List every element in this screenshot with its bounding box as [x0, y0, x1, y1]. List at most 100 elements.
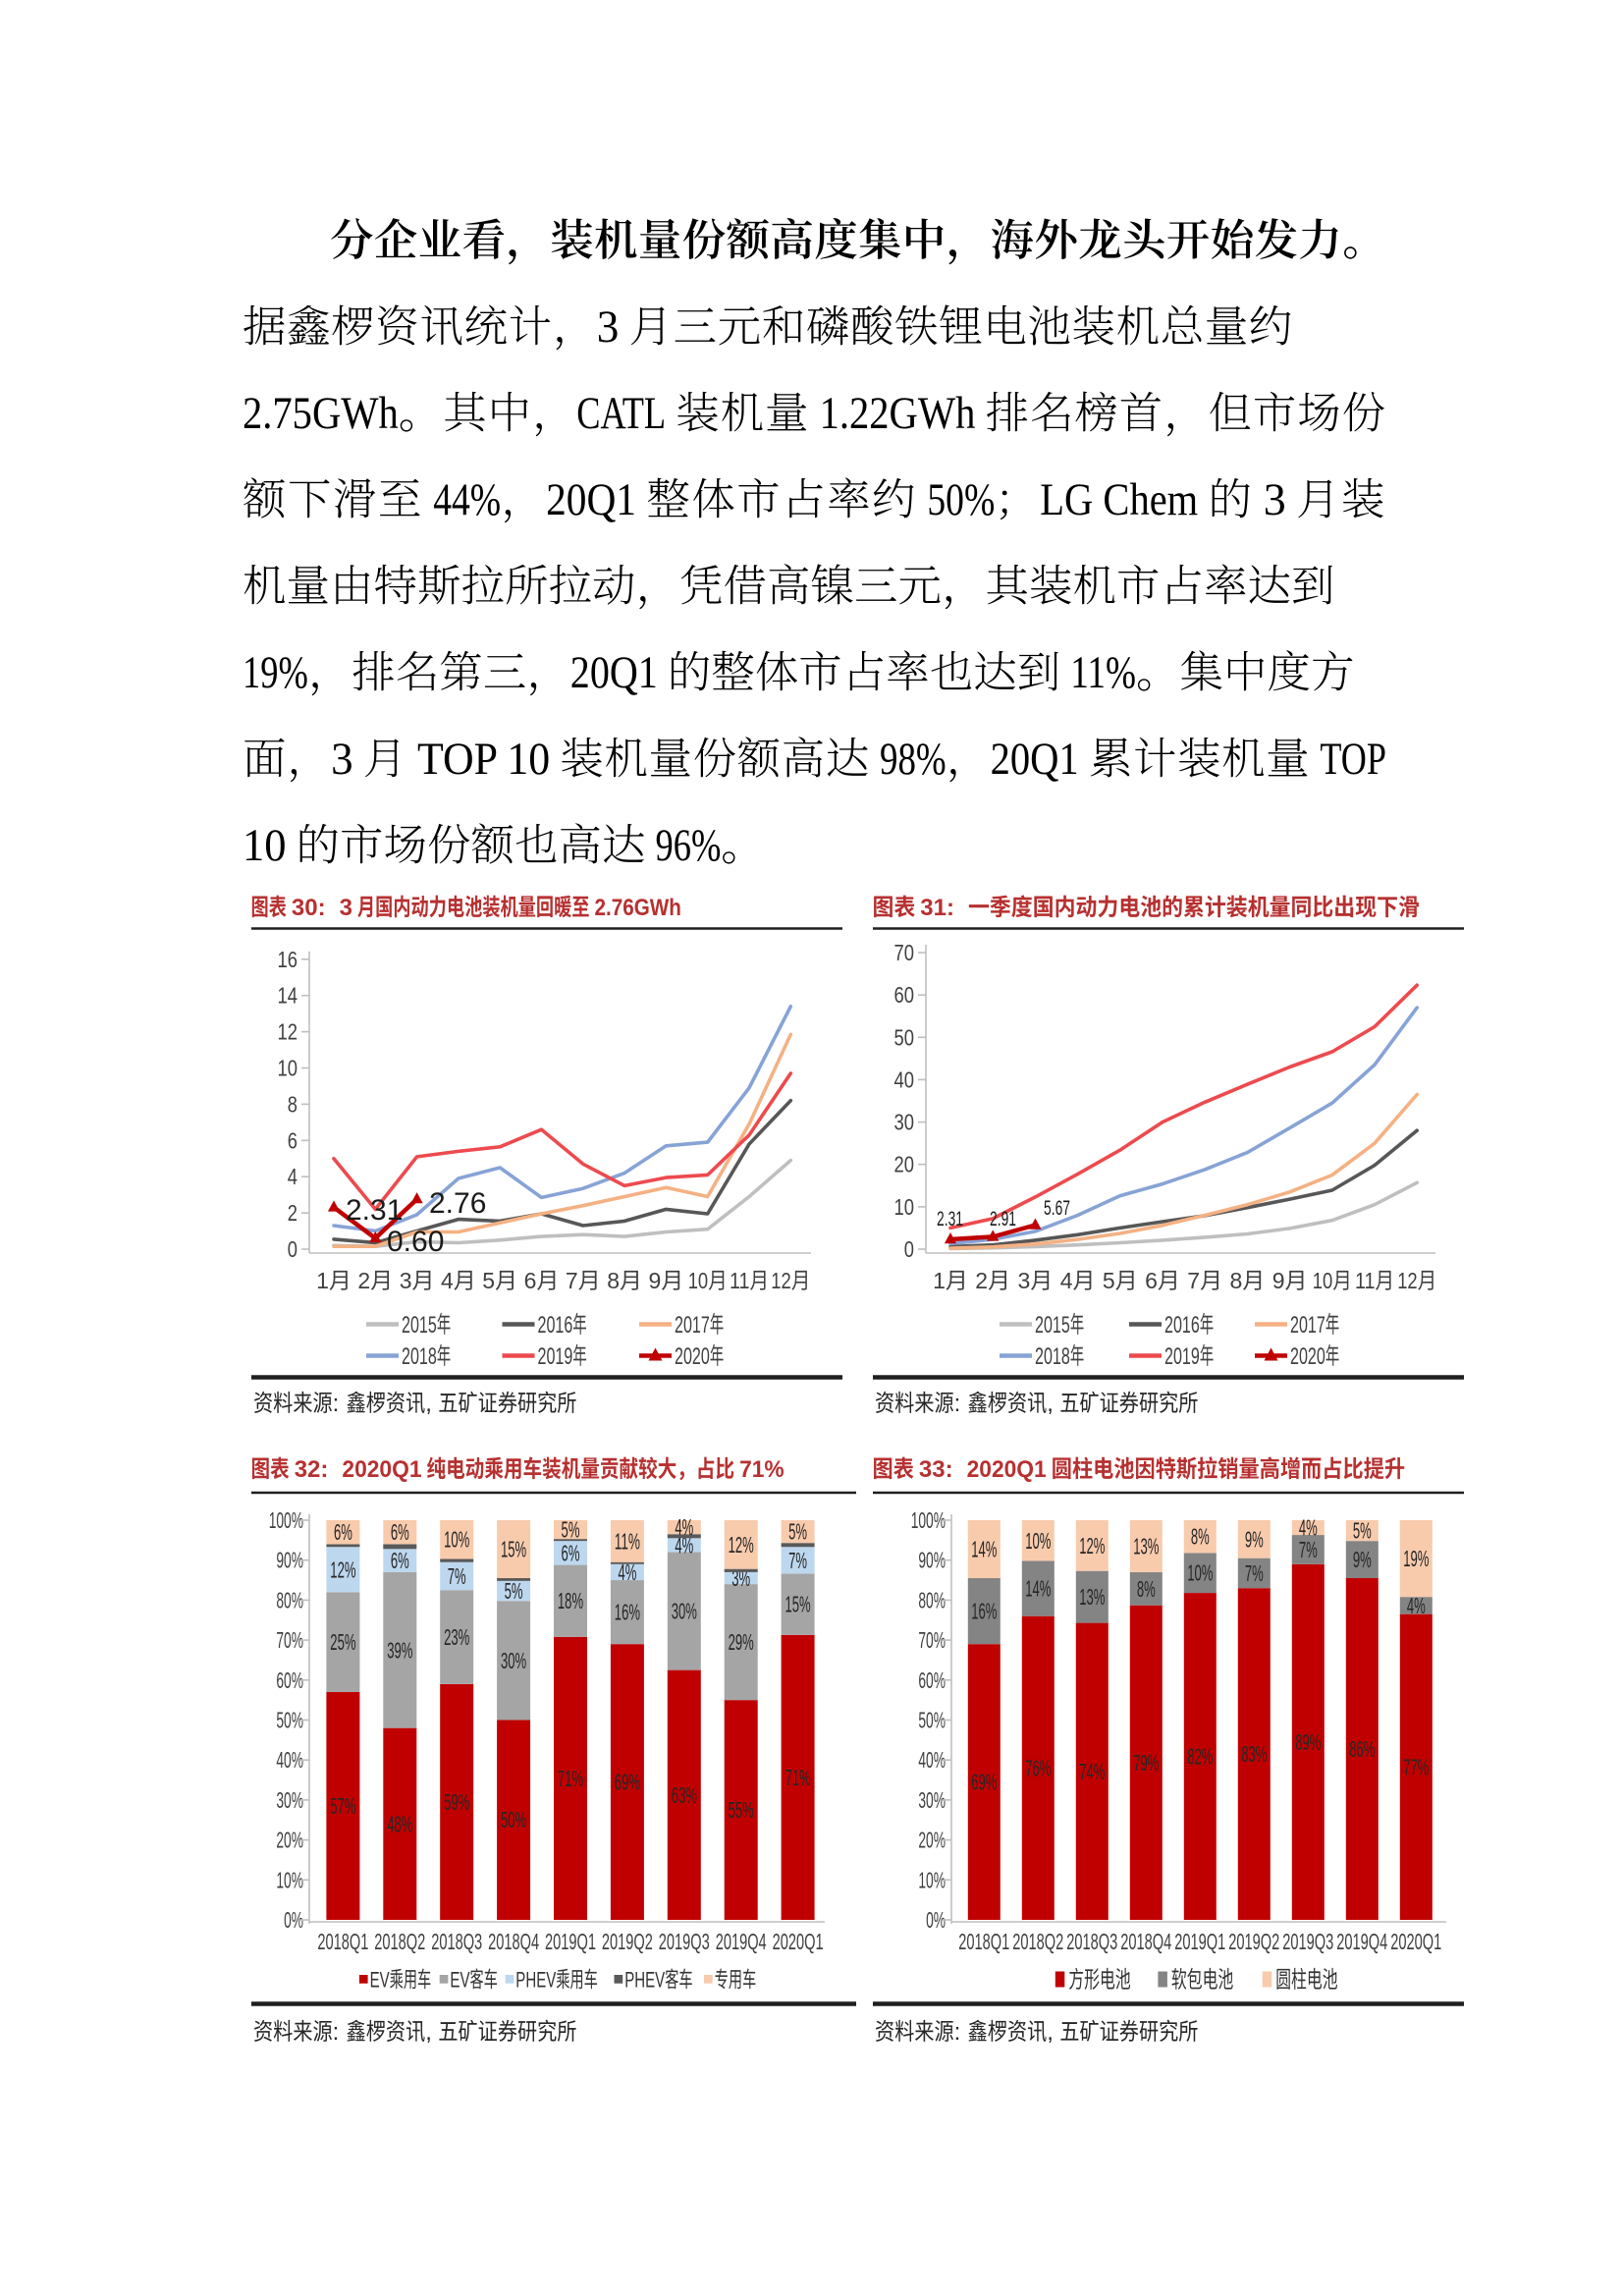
svg-text:96%: 96%	[656, 820, 722, 871]
svg-text:6: 6	[1145, 1268, 1158, 1293]
svg-text:4: 4	[1060, 1268, 1073, 1293]
svg-text:2019: 2019	[538, 1343, 573, 1370]
svg-text::: :	[946, 1456, 953, 1483]
svg-text:10%: 10%	[276, 1867, 303, 1892]
svg-text:59%: 59%	[444, 1789, 469, 1815]
svg-text:100%: 100%	[269, 1507, 303, 1533]
svg-text:70: 70	[894, 940, 915, 965]
svg-text:98%: 98%	[880, 734, 947, 785]
svg-text:7%: 7%	[448, 1563, 466, 1589]
svg-text:3: 3	[1264, 474, 1286, 525]
svg-text:2019Q1: 2019Q1	[1174, 1929, 1225, 1954]
svg-text:8: 8	[288, 1091, 298, 1117]
svg-text:10: 10	[688, 1268, 709, 1293]
svg-text:50%: 50%	[918, 1708, 946, 1733]
svg-text:10%: 10%	[444, 1527, 469, 1553]
svg-text:32: 32	[295, 1456, 321, 1483]
svg-text:20%: 20%	[276, 1828, 303, 1853]
svg-text:3: 3	[1018, 1268, 1031, 1293]
svg-text:30%: 30%	[276, 1787, 303, 1813]
svg-text:8: 8	[607, 1268, 620, 1293]
svg-text:71%: 71%	[739, 1456, 784, 1483]
svg-text:2015: 2015	[402, 1312, 437, 1339]
svg-text:9: 9	[649, 1268, 662, 1293]
svg-text:57%: 57%	[330, 1793, 355, 1819]
svg-text:25%: 25%	[330, 1629, 355, 1655]
svg-text:TOP: TOP	[1320, 734, 1386, 785]
svg-text:0%: 0%	[284, 1907, 303, 1933]
svg-text:2019Q3: 2019Q3	[1282, 1929, 1333, 1954]
svg-text:,: ,	[1047, 2019, 1054, 2046]
svg-text::: :	[333, 2019, 340, 2046]
svg-text:4: 4	[288, 1164, 298, 1189]
svg-text:7%: 7%	[788, 1548, 807, 1573]
svg-text:9%: 9%	[1353, 1547, 1372, 1572]
svg-text:89%: 89%	[1295, 1729, 1321, 1755]
svg-text:4%: 4%	[675, 1514, 693, 1540]
svg-text:50%: 50%	[927, 474, 995, 525]
svg-text:16%: 16%	[971, 1599, 997, 1624]
svg-text:8: 8	[1230, 1268, 1243, 1293]
svg-text:0%: 0%	[926, 1907, 946, 1933]
svg-text:4%: 4%	[675, 1532, 693, 1558]
svg-text:71%: 71%	[785, 1765, 811, 1790]
svg-text:2016: 2016	[538, 1312, 573, 1339]
svg-text:10: 10	[278, 1056, 298, 1081]
svg-text:10: 10	[243, 820, 287, 871]
svg-text:20Q1: 20Q1	[570, 647, 658, 698]
svg-text:0: 0	[288, 1236, 298, 1262]
svg-text:3: 3	[331, 734, 353, 785]
svg-text:86%: 86%	[1349, 1736, 1375, 1762]
svg-text:2017: 2017	[675, 1312, 710, 1339]
svg-text:15%: 15%	[501, 1537, 526, 1562]
svg-text:80%: 80%	[276, 1587, 303, 1613]
svg-text:2018Q1: 2018Q1	[317, 1929, 368, 1954]
svg-text:5: 5	[1103, 1268, 1115, 1293]
svg-text:2016: 2016	[1164, 1312, 1200, 1339]
svg-text:29%: 29%	[729, 1629, 754, 1655]
svg-text:12: 12	[1397, 1268, 1418, 1293]
svg-text:20: 20	[894, 1152, 915, 1177]
svg-text:5%: 5%	[505, 1578, 523, 1604]
svg-text:2020: 2020	[675, 1343, 710, 1370]
svg-text:2020Q1: 2020Q1	[1390, 1929, 1441, 1954]
svg-text:80%: 80%	[918, 1587, 946, 1613]
svg-text:5%: 5%	[562, 1517, 580, 1543]
svg-text:2019Q4: 2019Q4	[716, 1929, 767, 1954]
svg-text:11%: 11%	[1070, 647, 1136, 698]
svg-text:5%: 5%	[1353, 1518, 1372, 1544]
svg-text:13%: 13%	[1079, 1584, 1105, 1610]
svg-text::: :	[333, 1391, 340, 1417]
svg-text:12%: 12%	[330, 1557, 355, 1582]
svg-text:11%: 11%	[615, 1528, 640, 1554]
svg-text:10: 10	[1313, 1268, 1333, 1293]
svg-text:70%: 70%	[276, 1627, 303, 1653]
svg-text:60: 60	[894, 982, 915, 1008]
svg-text:33: 33	[919, 1456, 946, 1483]
svg-text:50%: 50%	[501, 1807, 526, 1832]
svg-text:9: 9	[1272, 1268, 1285, 1293]
svg-text:2020: 2020	[1290, 1343, 1325, 1370]
svg-text:60%: 60%	[918, 1667, 946, 1693]
svg-text:20%: 20%	[918, 1828, 946, 1853]
svg-text:2019: 2019	[1164, 1343, 1200, 1370]
svg-text:2019Q3: 2019Q3	[659, 1929, 710, 1954]
svg-text:14: 14	[278, 983, 298, 1009]
svg-text:1.22GWh: 1.22GWh	[820, 388, 976, 439]
svg-text:2.31: 2.31	[346, 1194, 403, 1227]
svg-text:3: 3	[597, 301, 620, 353]
svg-text:6%: 6%	[562, 1540, 580, 1565]
svg-text:31: 31	[920, 895, 947, 921]
svg-text:90%: 90%	[276, 1548, 303, 1573]
svg-text:40: 40	[894, 1066, 915, 1092]
svg-text:30%: 30%	[918, 1787, 946, 1813]
svg-text:2018Q2: 2018Q2	[1012, 1929, 1063, 1954]
svg-text:90%: 90%	[918, 1548, 946, 1573]
svg-text:15%: 15%	[785, 1592, 811, 1617]
svg-text:14%: 14%	[971, 1537, 997, 1562]
svg-text:2018Q4: 2018Q4	[1120, 1929, 1171, 1954]
svg-text:60%: 60%	[276, 1667, 303, 1693]
svg-text:69%: 69%	[971, 1770, 997, 1795]
svg-text:8%: 8%	[1191, 1524, 1210, 1550]
svg-text:2.76GWh: 2.76GWh	[595, 895, 681, 921]
